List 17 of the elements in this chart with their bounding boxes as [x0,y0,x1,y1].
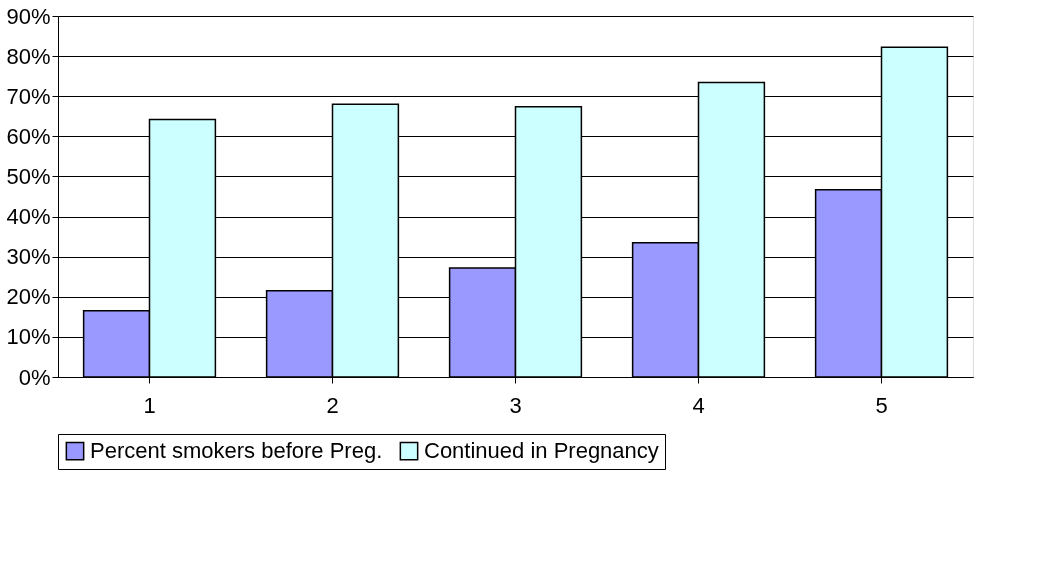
x-tick-label: 2 [326,392,339,418]
y-tick-label: 20% [6,284,51,310]
y-tick-label: 10% [6,324,51,350]
y-tick-label: 60% [6,123,51,149]
y-tick-label: 70% [6,83,51,109]
y-tick-label: 90% [6,3,51,29]
y-tick-label: 30% [6,244,51,270]
y-tick-label: 50% [6,163,51,189]
x-tick-label: 1 [143,392,156,418]
x-tick-label: 4 [692,392,705,418]
y-tick-label: 40% [6,204,51,230]
x-tick-label: 3 [509,392,522,418]
legend-label: Continued in Pregnancy [424,438,659,464]
y-tick-label: 80% [6,43,51,69]
x-tick-label: 5 [875,392,888,418]
y-tick-label: 0% [18,364,51,390]
legend-label: Percent smokers before Preg. [90,438,383,464]
